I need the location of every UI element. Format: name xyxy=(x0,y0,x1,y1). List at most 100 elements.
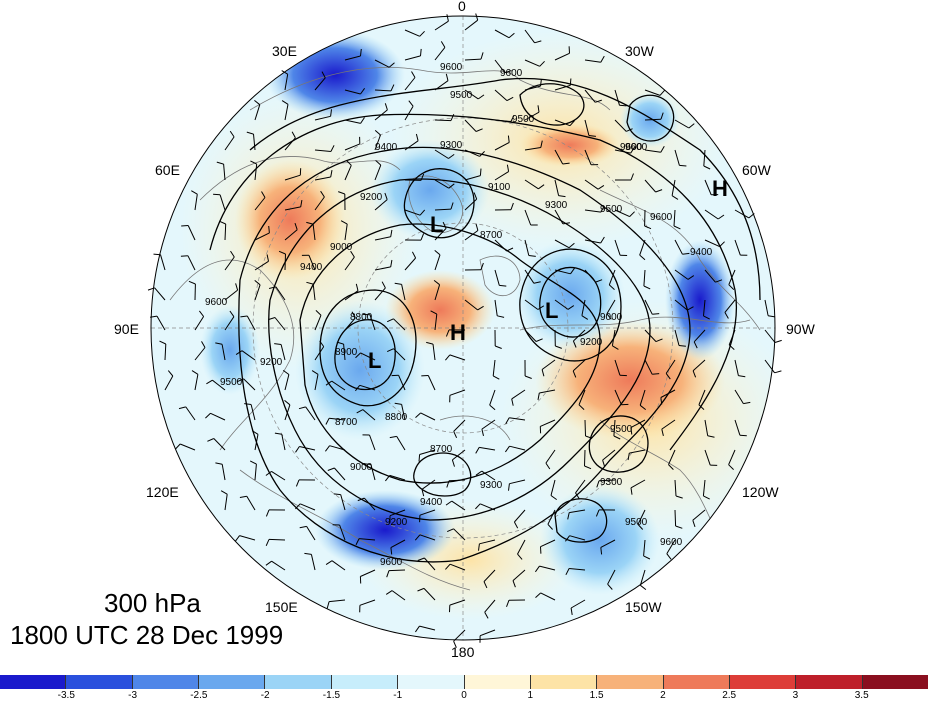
contour-value-label: 9400 xyxy=(300,262,323,273)
wind-barb-feather xyxy=(740,435,747,436)
wind-barb-feather xyxy=(419,455,420,462)
colorbar-tick-label: 0 xyxy=(461,690,467,701)
contour-value-label: 9500 xyxy=(610,424,633,435)
colorbar-tick-label: -1 xyxy=(393,690,402,701)
contour-value-label: 9400 xyxy=(375,142,398,153)
contour-value-label: 9200 xyxy=(385,517,408,528)
contour-value-label: 9200 xyxy=(260,357,283,368)
colorbar-tick-label: 3 xyxy=(793,690,799,701)
colorbar-tick-label: -1.5 xyxy=(323,690,340,701)
wind-barb-feather xyxy=(480,169,481,176)
lon-label: 120E xyxy=(146,484,179,500)
contour-value-label: 9400 xyxy=(690,247,713,258)
contour-value-label: 9500 xyxy=(600,204,623,215)
wind-barb-feather xyxy=(269,226,270,233)
wind-barb-feather xyxy=(421,49,422,56)
colorbar-swatch xyxy=(66,675,132,689)
colorbar-swatch xyxy=(465,675,531,689)
wind-barb-staff xyxy=(269,539,285,540)
contour-value-label: 9100 xyxy=(488,182,511,193)
wind-barb-feather xyxy=(652,374,659,375)
colorbar-tick-label: 1 xyxy=(528,690,534,701)
wind-barb-feather xyxy=(775,340,782,342)
colorbar-tick-label: 2.5 xyxy=(722,690,736,701)
colorbar-swatch xyxy=(332,675,398,689)
colorbar-tick-label: 2 xyxy=(660,690,666,701)
contour-value-label: 8900 xyxy=(335,347,358,358)
colorbar-swatch xyxy=(597,675,663,689)
contour-value-label: 9600 xyxy=(205,297,228,308)
lon-label: 30E xyxy=(272,43,297,59)
colorbar-swatch xyxy=(133,675,199,689)
wind-barb-feather xyxy=(679,165,686,166)
colorbar-swatch xyxy=(730,675,796,689)
wind-barb-feather xyxy=(620,105,627,106)
contour-value-label: 9500 xyxy=(220,377,243,388)
contour-value-label: 9300 xyxy=(545,200,568,211)
colorbar-swatch xyxy=(398,675,464,689)
valid-time-title: 1800 UTC 28 Dec 1999 xyxy=(10,620,283,651)
wind-barb-feather xyxy=(775,371,782,373)
wind-barb-feather xyxy=(213,194,220,195)
colorbar-swatch xyxy=(664,675,730,689)
contour-value-label: 9000 xyxy=(600,312,623,323)
contour-value-label: 9600 xyxy=(440,62,463,73)
wind-barb-staff xyxy=(585,450,586,466)
low-center-marker: L xyxy=(430,212,443,237)
contour-value-label: 8800 xyxy=(350,312,373,323)
lon-label: 150W xyxy=(625,599,662,615)
lon-label: 0 xyxy=(458,0,466,14)
contour-value-label: 9300 xyxy=(480,480,503,491)
colorbar-swatch xyxy=(265,675,331,689)
wind-barb-feather xyxy=(570,79,571,86)
lon-label: 180 xyxy=(451,644,475,660)
colorbar-swatch xyxy=(796,675,862,689)
contour-value-label: 9500 xyxy=(625,517,648,528)
lon-label: 60E xyxy=(155,162,180,178)
high-center-marker: H xyxy=(450,320,466,345)
contour-value-label: 9300 xyxy=(440,140,463,151)
colorbar-tick-label: -3 xyxy=(128,690,137,701)
anomaly-colorbar xyxy=(0,675,928,689)
colorbar-tick-label: -2 xyxy=(261,690,270,701)
wind-barb-feather xyxy=(334,494,341,495)
wind-barb-staff xyxy=(585,420,586,436)
colorbar-tick-label: -2.5 xyxy=(190,690,207,701)
wind-barb-feather xyxy=(181,226,188,227)
wind-barb-staff xyxy=(225,224,226,240)
lon-label: 120W xyxy=(742,484,779,500)
pressure-level-title: 300 hPa xyxy=(104,588,201,619)
contour-value-label: 9600 xyxy=(625,142,648,153)
contour-value-label: 8700 xyxy=(335,417,358,428)
anomaly-neg-core xyxy=(515,240,625,350)
contour-value-label: 9600 xyxy=(660,537,683,548)
colorbar-swatch xyxy=(199,675,265,689)
colorbar-tick-label: -3.5 xyxy=(58,690,75,701)
wind-barb-feather xyxy=(499,285,506,286)
contour-value-label: 9600 xyxy=(650,212,673,223)
contour-value-label: 9500 xyxy=(450,90,473,101)
wind-barb-staff xyxy=(675,510,676,526)
contour-value-label: 9200 xyxy=(580,337,603,348)
wind-barb-staff xyxy=(389,570,405,571)
colorbar-swatch xyxy=(863,675,928,689)
contour-value-label: 9600 xyxy=(500,68,523,79)
contour-value-label: 8700 xyxy=(430,444,453,455)
colorbar-tick-label: 1.5 xyxy=(590,690,604,701)
anomaly-pos-core xyxy=(520,123,620,167)
wind-barb-feather xyxy=(652,314,659,315)
wind-barb-feather xyxy=(181,256,188,257)
colorbar-swatch xyxy=(0,675,66,689)
contour-value-label: 9000 xyxy=(350,462,373,473)
lon-label: 60W xyxy=(742,162,772,178)
wind-barb-feather xyxy=(640,585,646,589)
contour-value-label: 9500 xyxy=(512,114,535,125)
contour-value-label: 8700 xyxy=(480,230,503,241)
wind-barb-staff xyxy=(435,120,451,121)
low-center-marker: L xyxy=(545,298,558,323)
contour-value-label: 8800 xyxy=(385,412,408,423)
lon-label: 30W xyxy=(625,43,655,59)
lon-label: 90W xyxy=(786,321,816,337)
lon-label: 150E xyxy=(265,599,298,615)
